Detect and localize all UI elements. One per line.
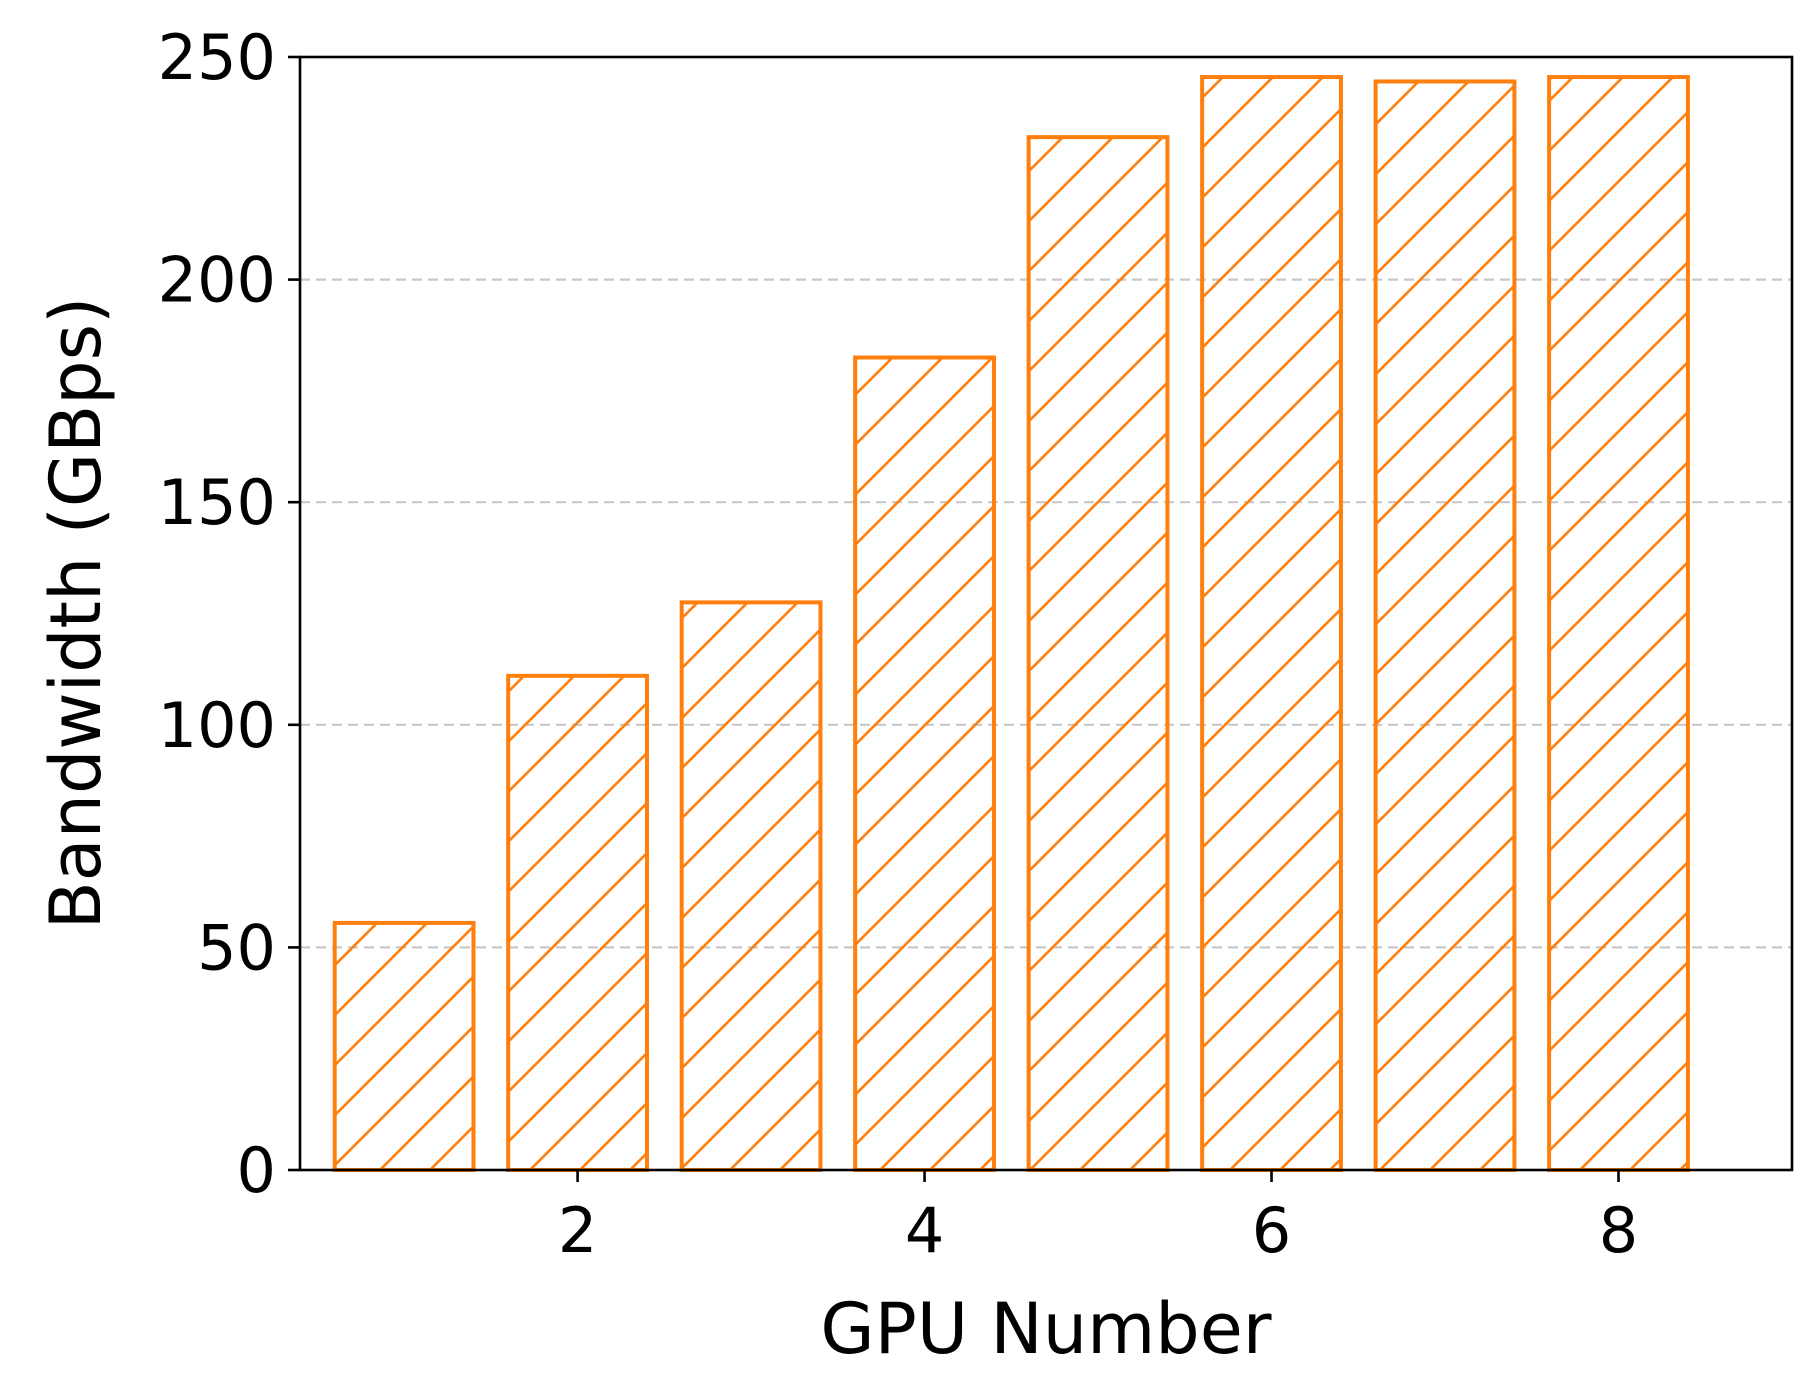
bar-gpu-1: [332, 920, 476, 1172]
x-tick-label: 6: [1252, 1194, 1291, 1267]
x-tick-label: 8: [1599, 1194, 1638, 1267]
bar-gpu-3: [679, 600, 823, 1172]
bar-gpu-5: [1026, 135, 1170, 1173]
bar-gpu-6: [1200, 75, 1343, 1172]
y-tick-label: 50: [197, 911, 276, 984]
bar-gpu-8: [1547, 75, 1690, 1172]
x-axis-ticks: 2 4 6 8: [558, 1170, 1638, 1267]
bars: [332, 75, 1690, 1173]
x-axis-label: GPU Number: [820, 1288, 1271, 1370]
y-tick-label: 0: [237, 1134, 276, 1207]
x-tick-label: 4: [905, 1194, 944, 1267]
bar-gpu-7: [1373, 79, 1517, 1173]
bar-gpu-2: [506, 673, 649, 1172]
y-axis-ticks: 0 50 100 150 200 250: [158, 21, 300, 1207]
bar-gpu-4: [853, 355, 996, 1172]
y-tick-label: 150: [158, 466, 276, 539]
y-tick-label: 200: [158, 244, 276, 317]
plot-frame: [298, 55, 1794, 1172]
x-tick-label: 2: [558, 1194, 597, 1267]
y-tick-label: 100: [158, 689, 276, 762]
y-tick-label: 250: [158, 21, 276, 94]
y-axis-label: Bandwidth (GBps): [35, 297, 117, 930]
